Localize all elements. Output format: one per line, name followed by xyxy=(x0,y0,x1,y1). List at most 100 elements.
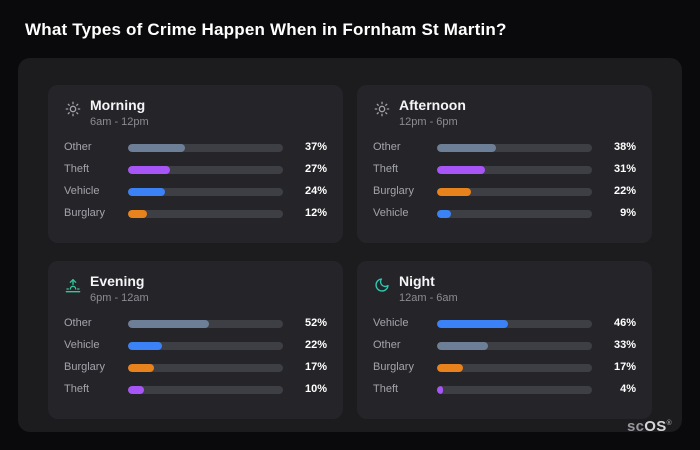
bar-fill xyxy=(437,363,464,372)
bar-list: Vehicle 46% Other 33% Burglary xyxy=(373,317,636,396)
bar-list: Other 37% Theft 27% Vehicle xyxy=(64,141,327,220)
bar-track xyxy=(437,319,592,328)
bar-track xyxy=(437,187,592,196)
bar-track xyxy=(128,319,283,328)
bar-fill xyxy=(437,341,489,350)
bar-label: Other xyxy=(64,141,92,154)
panel-header: Morning 6am - 12pm xyxy=(64,97,327,129)
panel-evening: Evening 6pm - 12am Other 52% Vehicle xyxy=(48,261,343,419)
bar-percentage: 22% xyxy=(304,339,327,352)
bar-row: Burglary 17% xyxy=(64,361,327,374)
bar-label: Vehicle xyxy=(373,317,409,330)
panel-header: Night 12am - 6am xyxy=(373,273,636,305)
bar-fill xyxy=(128,319,209,328)
sun-icon xyxy=(373,100,391,118)
moon-icon xyxy=(373,276,391,294)
dashboard-panel: Morning 6am - 12pm Other 37% Theft xyxy=(18,58,682,432)
bar-fill xyxy=(437,187,472,196)
bar-percentage: 31% xyxy=(613,163,636,176)
bar-label: Vehicle xyxy=(64,185,100,198)
panel-header: Afternoon 12pm - 6pm xyxy=(373,97,636,129)
bar-label: Burglary xyxy=(373,185,414,198)
panel-title: Night xyxy=(399,273,435,289)
bar-fill xyxy=(128,165,170,174)
bar-fill xyxy=(128,363,155,372)
sunset-icon xyxy=(64,276,82,294)
bar-label: Other xyxy=(373,141,401,154)
bar-row: Theft 27% xyxy=(64,163,327,176)
bar-percentage: 38% xyxy=(613,141,636,154)
bar-label: Burglary xyxy=(373,361,414,374)
bar-percentage: 33% xyxy=(613,339,636,352)
brand-suffix: OS xyxy=(644,418,667,435)
bar-percentage: 46% xyxy=(613,317,636,330)
bar-percentage: 10% xyxy=(304,383,327,396)
bar-percentage: 52% xyxy=(304,317,327,330)
bar-row: Vehicle 9% xyxy=(373,207,636,220)
bar-track xyxy=(437,341,592,350)
bar-label: Theft xyxy=(373,383,399,396)
bar-track xyxy=(437,209,592,218)
bar-label: Theft xyxy=(64,383,90,396)
panel-title: Morning xyxy=(90,97,146,113)
bar-track xyxy=(128,341,283,350)
bar-track xyxy=(437,385,592,394)
bar-percentage: 22% xyxy=(613,185,636,198)
panel-title: Afternoon xyxy=(399,97,466,113)
bar-row: Other 37% xyxy=(64,141,327,154)
bar-row: Vehicle 24% xyxy=(64,185,327,198)
registered-mark: ® xyxy=(666,420,672,427)
bar-row: Theft 10% xyxy=(64,383,327,396)
bar-list: Other 52% Vehicle 22% Burglary xyxy=(64,317,327,396)
panel-morning: Morning 6am - 12pm Other 37% Theft xyxy=(48,85,343,243)
bar-percentage: 17% xyxy=(304,361,327,374)
bar-track xyxy=(128,187,283,196)
bar-row: Burglary 22% xyxy=(373,185,636,198)
bar-label: Burglary xyxy=(64,207,105,220)
panel-afternoon: Afternoon 12pm - 6pm Other 38% Theft xyxy=(357,85,652,243)
bar-fill xyxy=(437,319,509,328)
bar-label: Vehicle xyxy=(373,207,409,220)
brand-logo: scOS® xyxy=(627,418,672,435)
bar-row: Burglary 17% xyxy=(373,361,636,374)
brand-prefix: sc xyxy=(626,418,645,435)
panel-title: Evening xyxy=(90,273,145,289)
bar-fill xyxy=(128,187,166,196)
bar-row: Other 33% xyxy=(373,339,636,352)
bar-percentage: 17% xyxy=(613,361,636,374)
bar-percentage: 37% xyxy=(304,141,327,154)
panel-subtitle: 6pm - 12am xyxy=(90,292,149,305)
bar-label: Vehicle xyxy=(64,339,100,352)
bar-row: Theft 4% xyxy=(373,383,636,396)
bar-percentage: 24% xyxy=(304,185,327,198)
bar-percentage: 4% xyxy=(620,383,636,396)
bar-track xyxy=(437,143,592,152)
bar-fill xyxy=(128,143,186,152)
bar-label: Theft xyxy=(64,163,90,176)
time-period-grid: Morning 6am - 12pm Other 37% Theft xyxy=(48,85,652,419)
bar-percentage: 9% xyxy=(620,207,636,220)
bar-row: Other 38% xyxy=(373,141,636,154)
bar-fill xyxy=(437,209,451,218)
bar-list: Other 38% Theft 31% Burglary xyxy=(373,141,636,220)
sun-icon xyxy=(64,100,82,118)
panel-subtitle: 12pm - 6pm xyxy=(399,116,458,129)
bar-track xyxy=(437,363,592,372)
bar-fill xyxy=(128,385,144,394)
bar-track xyxy=(128,209,283,218)
bar-row: Theft 31% xyxy=(373,163,636,176)
bar-fill xyxy=(437,385,444,394)
bar-row: Vehicle 22% xyxy=(64,339,327,352)
bar-fill xyxy=(437,165,486,174)
bar-track xyxy=(128,385,283,394)
panel-header: Evening 6pm - 12am xyxy=(64,273,327,305)
bar-label: Theft xyxy=(373,163,399,176)
bar-track xyxy=(128,165,283,174)
panel-subtitle: 12am - 6am xyxy=(399,292,458,305)
bar-label: Other xyxy=(373,339,401,352)
bar-track xyxy=(437,165,592,174)
bar-row: Burglary 12% xyxy=(64,207,327,220)
panel-subtitle: 6am - 12pm xyxy=(90,116,149,129)
bar-label: Burglary xyxy=(64,361,105,374)
bar-fill xyxy=(437,143,496,152)
